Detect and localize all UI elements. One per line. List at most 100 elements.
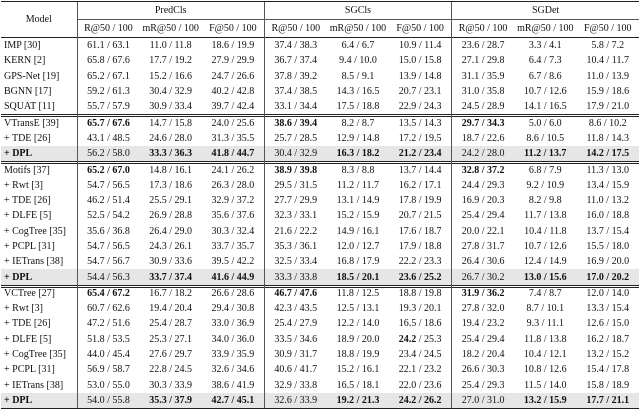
metric-cell: 18.8 / 19.9 <box>336 349 380 361</box>
metric-cell: 44.0 / 45.4 <box>76 346 140 363</box>
metric-cell: 17.7 / 21.1 <box>576 392 639 410</box>
metric-cell: 20.0 / 22.1 <box>451 223 515 239</box>
header-row: R@50 / 100 mR@50 / 100 F@50 / 100 R@50 / 10… <box>1 19 639 38</box>
model-name: + DPL <box>1 146 77 162</box>
metric-cell: 17.8 / 19.9 <box>398 195 442 207</box>
metric-cell: 30.4 / 32.9 <box>149 86 193 98</box>
metric-cell: 12.0 / 12.7 <box>336 241 380 252</box>
model-name: + TDE [26] <box>4 195 51 207</box>
metric-cell: 32.5 / 33.4 <box>263 254 327 270</box>
metric-cell: 27.9 / 29.9 <box>211 55 255 67</box>
metric-cell: 29.5 / 31.5 <box>263 177 327 193</box>
metric-cell: 12.5 / 13.1 <box>336 303 380 315</box>
metric-header: mR@50 / 100 <box>517 23 574 34</box>
metric-cell: 11.7 / 13.8 <box>524 210 567 222</box>
table-row: + PCPL [31] 54.7 / 56.5 24.3 / 26.1 33.7 / … <box>1 238 639 255</box>
table-header: Model PredCls SGCls SGDet R@50 / 100 mR@50 / … <box>1 1 639 38</box>
metric-cell: 65.8 / 67.6 <box>76 53 140 69</box>
metric-cell: 15.5 / 18.0 <box>586 241 630 252</box>
metric-cell: 23.4 / 24.5 <box>398 349 442 361</box>
metric-cell: 3.3 / 4.1 <box>514 37 577 54</box>
metric-cell: 16.5 / 18.1 <box>336 379 380 391</box>
metric-cell: 14.8 / 16.1 <box>139 161 202 178</box>
metric-cell: 27.8 / 32.0 <box>451 301 515 317</box>
table-row: + Rwt [3] 54.7 / 56.5 17.3 / 18.6 26.3 / 28… <box>1 177 639 193</box>
metric-cell: 16.2 / 17.1 <box>398 179 442 191</box>
metric-cell: 9.4 / 10.0 <box>339 55 377 67</box>
metric-cell: 17.2 / 19.5 <box>398 132 442 144</box>
metric-cell: 35.6 / 36.8 <box>76 223 140 239</box>
model-name: + TDE [26] <box>4 318 51 330</box>
table-row: + PCPL [31] 56.9 / 58.7 22.8 / 24.5 32.6 / … <box>1 362 639 378</box>
metric-cell: 10.8 / 12.6 <box>523 364 567 376</box>
metric-cell: 51.8 / 53.5 <box>76 331 140 347</box>
model-name: + DLFE [5] <box>4 210 52 222</box>
metric-cell: 11.3 / 13.0 <box>576 161 639 178</box>
model-name: BGNN [17] <box>4 86 52 98</box>
metric-cell: 27.8 / 31.7 <box>451 238 515 255</box>
metric-cell: 24.5 / 28.9 <box>451 99 515 115</box>
metric-cell: 13.2 / 15.2 <box>586 349 630 361</box>
metric-cell: 17.9 / 18.8 <box>398 241 442 252</box>
metric-cell: 12.9 / 14.8 <box>336 132 380 144</box>
metric-cell: 19.4 / 23.2 <box>451 316 515 332</box>
metric-cell: 13.9 / 14.8 <box>398 70 442 82</box>
model-name: + DPL <box>1 269 77 286</box>
metric-cell: 10.7 / 12.6 <box>523 241 567 252</box>
metric-cell: 56.9 / 58.7 <box>76 362 140 378</box>
metric-cell: 65.2 / 67.1 <box>76 68 140 84</box>
metric-cell: 42.7 / 45.1 <box>201 392 265 410</box>
metric-cell: 32.6 / 34.6 <box>211 364 255 376</box>
metric-cell: 13.0 / 15.6 <box>514 269 577 286</box>
metric-cell: 59.2 / 61.3 <box>76 83 140 100</box>
metric-cell: 17.6 / 18.7 <box>398 225 442 237</box>
metric-cell: 65.2 / 67.0 <box>76 161 140 178</box>
metric-cell: 55.7 / 57.9 <box>76 99 140 115</box>
metric-cell: 31.3 / 35.5 <box>211 132 255 144</box>
metric-cell: 7.4 / 8.7 <box>514 284 577 302</box>
table-row: IMP [30] 61.1 / 63.1 11.0 / 11.8 18.6 / 19.… <box>1 37 639 54</box>
metric-cell: 32.6 / 33.9 <box>263 392 327 410</box>
metric-cell: 13.7 / 15.4 <box>586 225 630 237</box>
metric-cell: 5.8 / 7.2 <box>576 37 639 54</box>
metric-cell: 36.7 / 37.4 <box>263 53 327 69</box>
metric-cell: 23.6 / 28.7 <box>451 37 515 54</box>
metric-cell: 14.2 / 17.5 <box>576 146 639 162</box>
metric-cell: 31.9 / 36.2 <box>451 284 515 302</box>
table-row: VCTree [27] 65.4 / 67.2 16.7 / 18.2 26.6 / … <box>1 284 639 302</box>
metric-cell: 9.2 / 10.9 <box>526 179 565 191</box>
model-name: GPS-Net [19] <box>4 70 60 82</box>
metric-cell: 12.0 / 14.0 <box>576 284 639 302</box>
metric-cell: 26.3 / 28.0 <box>211 179 255 191</box>
metric-cell: 11.0 / 13.2 <box>586 195 629 207</box>
metric-cell: 10.4 / 11.7 <box>586 55 629 67</box>
metric-cell: 46.2 / 51.4 <box>76 192 140 209</box>
metric-cell: 10.7 / 12.6 <box>523 86 567 98</box>
metric-cell: 25.4 / 28.7 <box>149 318 193 330</box>
table-row: + TDE [26] 46.2 / 51.4 25.5 / 29.1 32.9 / 3… <box>1 192 639 209</box>
metric-cell: 6.4 / 6.7 <box>326 37 390 54</box>
metric-cell: 54.4 / 56.3 <box>76 269 140 286</box>
metric-cell: 6.8 / 7.9 <box>514 161 577 178</box>
metric-cell: 19.4 / 20.4 <box>149 303 193 315</box>
metric-cell: 18.6 / 19.9 <box>201 37 265 54</box>
metric-cell: 25.5 / 29.1 <box>149 195 193 207</box>
metric-cell: 26.6 / 30.3 <box>451 362 515 378</box>
model-name: + Rwt [3] <box>4 303 43 315</box>
metric-cell: 37.8 / 39.2 <box>263 68 327 84</box>
metric-cell: 33.7 / 37.4 <box>139 269 202 286</box>
metric-cell: 25.4 / 29.4 <box>451 331 515 347</box>
metric-cell: 26.9 / 28.8 <box>149 210 193 222</box>
metric-cell: 8.6 / 10.2 <box>576 114 639 131</box>
metric-cell: 33.7 / 35.7 <box>211 241 255 252</box>
metric-cell: 32.3 / 33.1 <box>263 208 327 224</box>
metric-cell: 18.5 / 20.1 <box>326 269 390 286</box>
model-name: VTransE [39] <box>1 114 77 131</box>
model-name: KERN [2] <box>4 55 46 67</box>
metric-cell: 15.8 / 18.9 <box>586 379 630 391</box>
metric-cell: 15.0 / 15.8 <box>398 55 442 67</box>
metric-cell: 17.9 / 21.0 <box>586 101 630 113</box>
metric-cell: 16.9 / 20.0 <box>586 256 630 268</box>
metric-cell: 11.2 / 13.7 <box>514 146 577 162</box>
